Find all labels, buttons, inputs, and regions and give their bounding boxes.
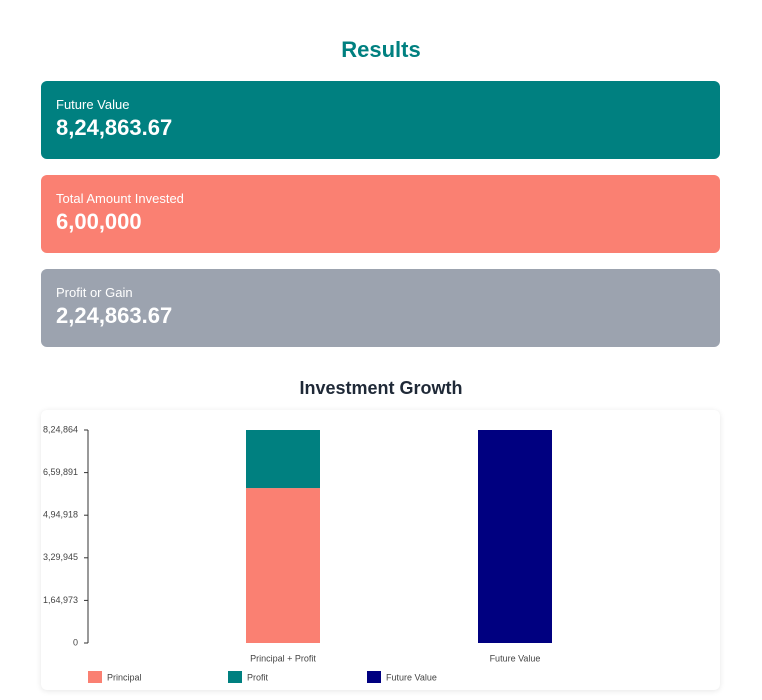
x-tick-label: Principal + Profit — [250, 653, 316, 663]
y-tick-label: 1,64,973 — [43, 595, 78, 605]
legend-label: Profit — [247, 672, 269, 682]
legend-swatch — [228, 671, 242, 683]
legend-label: Principal — [107, 672, 142, 682]
card-label: Profit or Gain — [56, 285, 133, 300]
y-tick-label: 6,59,891 — [43, 467, 78, 477]
bar-segment — [478, 430, 552, 643]
y-tick-label: 3,29,945 — [43, 552, 78, 562]
legend-swatch — [88, 671, 102, 683]
legend-swatch — [367, 671, 381, 683]
bar-segment — [246, 430, 320, 489]
chart-panel — [41, 410, 720, 690]
card-value: 2,24,863.67 — [56, 303, 173, 328]
card: Total Amount Invested 6,00,000 — [41, 175, 720, 253]
legend-label: Future Value — [386, 672, 437, 682]
y-tick-label: 8,24,864 — [43, 424, 78, 434]
y-tick-label: 0 — [73, 637, 78, 647]
chart-title: Investment Growth — [299, 378, 463, 398]
bar-segment — [246, 488, 320, 643]
x-tick-label: Future Value — [490, 653, 541, 663]
card-label: Future Value — [56, 97, 130, 112]
results-title: Results — [341, 37, 421, 62]
card-label: Total Amount Invested — [56, 191, 184, 206]
card-value: 6,00,000 — [56, 209, 142, 234]
card: Future Value 8,24,863.67 — [41, 81, 720, 159]
y-tick-label: 4,94,918 — [43, 510, 78, 520]
card-value: 8,24,863.67 — [56, 115, 173, 140]
card: Profit or Gain 2,24,863.67 — [41, 269, 720, 347]
